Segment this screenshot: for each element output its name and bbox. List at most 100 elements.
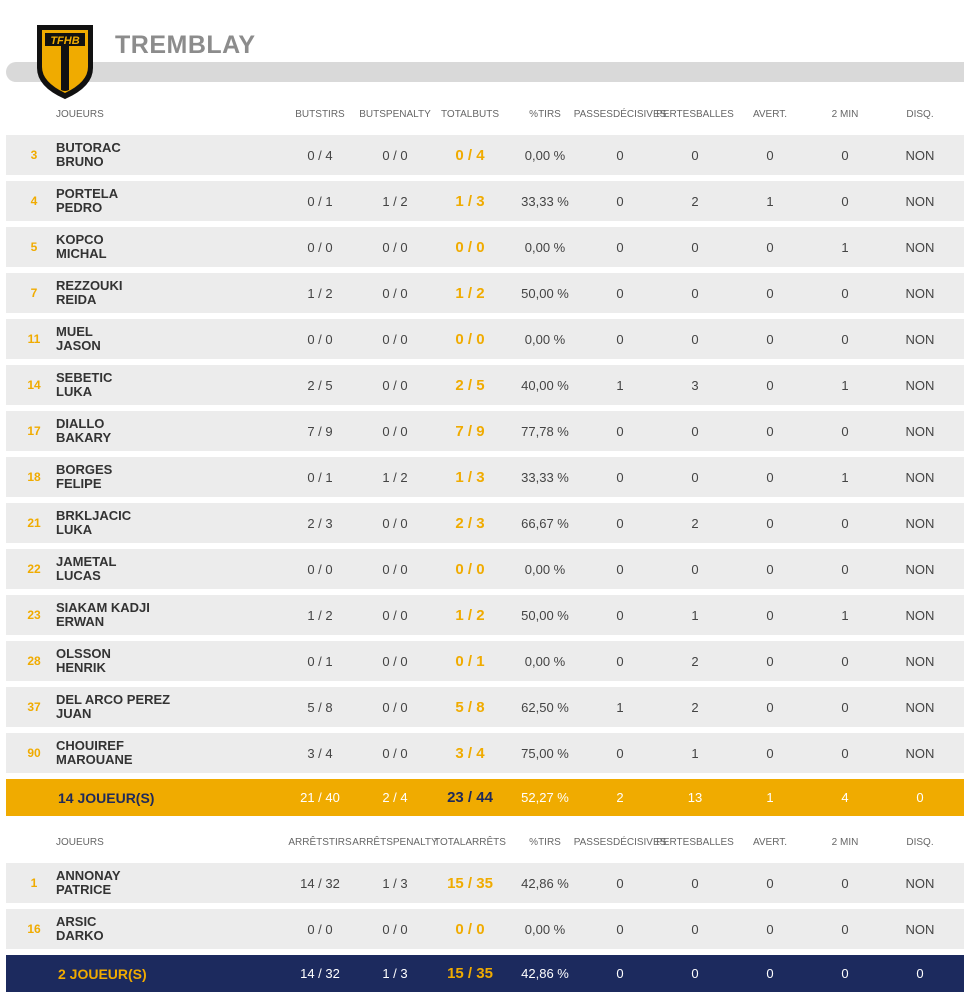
stat-c3: 0 / 0 xyxy=(455,238,485,256)
player-name[interactable]: BRKLJACIC LUKA xyxy=(56,503,256,543)
table-row[interactable]: 1 ANNONAY PATRICE 14 / 32 1 / 3 15 / 35 42,86 … xyxy=(6,863,964,903)
stat-c5: 0 xyxy=(616,561,624,577)
stat-c2: 0 / 0 xyxy=(382,653,408,669)
stat-c6: 1 xyxy=(691,607,699,623)
table-row[interactable]: 37 DEL ARCO PEREZ JUAN 5 / 8 0 / 0 5 / 8 62,50… xyxy=(6,687,964,727)
stat-c6: 2 xyxy=(691,699,699,715)
table-row[interactable]: 28 OLSSON HENRIK 0 / 1 0 / 0 0 / 1 0,00 % 0 2 0 0 N… xyxy=(6,641,964,681)
player-name[interactable]: OLSSON HENRIK xyxy=(56,641,256,681)
stat-c4: 33,33 % xyxy=(521,469,569,485)
stat-c3: 1 / 2 xyxy=(455,606,485,624)
table-row[interactable]: 18 BORGES FELIPE 0 / 1 1 / 2 1 / 3 33,33 % 0 0 0 1… xyxy=(6,457,964,497)
table-row[interactable]: 3 BUTORAC BRUNO 0 / 4 0 / 0 0 / 4 0,00 % 0 0 0 0 NO… xyxy=(6,135,964,175)
stat-c8: 0 xyxy=(841,147,849,163)
player-name[interactable]: MUEL JASON xyxy=(56,319,256,359)
team-logo: TFHB xyxy=(37,25,93,100)
stat-c2: 0 / 0 xyxy=(382,285,408,301)
stat-c3: 5 / 8 xyxy=(455,698,485,716)
stat-c1: 0 / 1 xyxy=(307,193,333,209)
player-number: 7 xyxy=(30,286,38,300)
player-first-name: DARKO xyxy=(56,928,104,943)
player-name[interactable]: CHOUIREF MAROUANE xyxy=(56,733,256,773)
stat-c1: 0 / 0 xyxy=(307,239,333,255)
player-name[interactable]: DEL ARCO PEREZ JUAN xyxy=(56,687,256,727)
player-first-name: ERWAN xyxy=(56,614,105,629)
table-row[interactable]: 4 PORTELA PEDRO 0 / 1 1 / 2 1 / 3 33,33 % 0 2 1 0 N… xyxy=(6,181,964,221)
stat-c3: 0 / 0 xyxy=(455,560,485,578)
table-row[interactable]: 17 DIALLO BAKARY 7 / 9 0 / 0 7 / 9 77,78 % 0 0 0 0… xyxy=(6,411,964,451)
stat-c3: 3 / 4 xyxy=(455,744,485,762)
player-name[interactable]: PORTELA PEDRO xyxy=(56,181,256,221)
table-row[interactable]: 22 JAMETAL LUCAS 0 / 0 0 / 0 0 / 0 0,00 % 0 0 0 0 N… xyxy=(6,549,964,589)
player-name[interactable]: ANNONAY PATRICE xyxy=(56,863,256,903)
table-row[interactable]: 90 CHOUIREF MAROUANE 3 / 4 0 / 0 3 / 4 75,00 %… xyxy=(6,733,964,773)
stat-c8: 1 xyxy=(841,377,849,393)
table-row[interactable]: 11 MUEL JASON 0 / 0 0 / 0 0 / 0 0,00 % 0 0 0 0 NON xyxy=(6,319,964,359)
stat-c1: 5 / 8 xyxy=(307,699,333,715)
column-header-c2: BUTS PENALTY xyxy=(359,108,431,120)
stat-c9: NON xyxy=(905,875,935,891)
player-name[interactable]: KOPCO MICHAL xyxy=(56,227,256,267)
stat-c6: 0 xyxy=(691,469,699,485)
stat-c1: 0 / 0 xyxy=(307,561,333,577)
column-header-c1: BUTS TIRS xyxy=(295,108,345,120)
table-row[interactable]: 21 BRKLJACIC LUKA 2 / 3 0 / 0 2 / 3 66,67 % 0 2 0… xyxy=(6,503,964,543)
stat-c4: 0,00 % xyxy=(524,921,566,937)
player-name[interactable]: JAMETAL LUCAS xyxy=(56,549,256,589)
table-row[interactable]: 16 ARSIC DARKO 0 / 0 0 / 0 0 / 0 0,00 % 0 0 0 0 NON xyxy=(6,909,964,949)
stat-c6: 0 xyxy=(691,561,699,577)
column-header-c4: % TIRS xyxy=(529,836,561,848)
summary-c3: 15 / 35 xyxy=(447,965,493,982)
stat-c7: 0 xyxy=(766,285,774,301)
player-name[interactable]: DIALLO BAKARY xyxy=(56,411,256,451)
stat-c7: 0 xyxy=(766,469,774,485)
stat-c8: 1 xyxy=(841,239,849,255)
table-row[interactable]: 7 REZZOUKI REIDA 1 / 2 0 / 0 1 / 2 50,00 % 0 0 0 0… xyxy=(6,273,964,313)
player-number: 90 xyxy=(27,746,41,760)
stat-c4: 0,00 % xyxy=(524,561,566,577)
stat-c8: 0 xyxy=(841,285,849,301)
stat-c5: 0 xyxy=(616,653,624,669)
stat-c9: NON xyxy=(905,147,935,163)
player-name[interactable]: ARSIC DARKO xyxy=(56,909,256,949)
table-row[interactable]: 23 SIAKAM KADJI ERWAN 1 / 2 0 / 0 1 / 2 50,00 … xyxy=(6,595,964,635)
stat-c4: 75,00 % xyxy=(521,745,569,761)
stat-c2: 1 / 2 xyxy=(382,469,408,485)
player-last-name: DIALLO xyxy=(56,416,105,431)
player-name[interactable]: BORGES FELIPE xyxy=(56,457,256,497)
stat-c6: 3 xyxy=(691,377,699,393)
player-last-name: BRKLJACIC xyxy=(56,508,132,523)
team-name: TREMBLAY xyxy=(115,31,256,59)
stat-c7: 0 xyxy=(766,875,774,891)
stat-c5: 0 xyxy=(616,469,624,485)
table-row[interactable]: 5 KOPCO MICHAL 0 / 0 0 / 0 0 / 0 0,00 % 0 0 0 1 NON xyxy=(6,227,964,267)
player-name[interactable]: REZZOUKI REIDA xyxy=(56,273,256,313)
stat-c4: 42,86 % xyxy=(521,875,569,891)
stat-c7: 0 xyxy=(766,515,774,531)
stat-c4: 40,00 % xyxy=(521,377,569,393)
player-name[interactable]: SEBETIC LUKA xyxy=(56,365,256,405)
stat-c6: 0 xyxy=(691,921,699,937)
player-number: 28 xyxy=(27,654,41,668)
column-header-c5: PASSES DÉCISIVES xyxy=(573,836,667,848)
stat-c3: 0 / 1 xyxy=(455,652,485,670)
player-number: 21 xyxy=(27,516,41,530)
stat-c8: 0 xyxy=(841,423,849,439)
summary-c8: 4 xyxy=(841,790,849,805)
stat-c2: 0 / 0 xyxy=(382,239,408,255)
column-header-c3: TOTAL BUTS xyxy=(441,108,499,120)
summary-c7: 1 xyxy=(766,790,774,805)
player-name[interactable]: BUTORAC BRUNO xyxy=(56,135,256,175)
table-row[interactable]: 14 SEBETIC LUKA 2 / 5 0 / 0 2 / 5 40,00 % 1 3 0 1 N… xyxy=(6,365,964,405)
stat-c3: 1 / 2 xyxy=(455,284,485,302)
column-header-c2: ARRÊTS PENALTY xyxy=(352,836,438,848)
goalkeepers-summary: 2 JOUEUR(S) 14 / 32 1 / 3 15 / 35 42,86 % 0 0 0… xyxy=(6,955,964,992)
player-last-name: BUTORAC xyxy=(56,140,121,155)
player-last-name: ANNONAY xyxy=(56,868,121,883)
stat-c8: 1 xyxy=(841,607,849,623)
summary-player-count: 2 JOUEUR(S) xyxy=(58,965,147,982)
player-name[interactable]: SIAKAM KADJI ERWAN xyxy=(56,595,256,635)
stat-c7: 0 xyxy=(766,331,774,347)
field-players-header: JOUEURS BUTS TIRS BUTS PENALTY TOTAL BUTS % TIRS… xyxy=(6,96,964,132)
summary-c7: 0 xyxy=(766,966,774,981)
